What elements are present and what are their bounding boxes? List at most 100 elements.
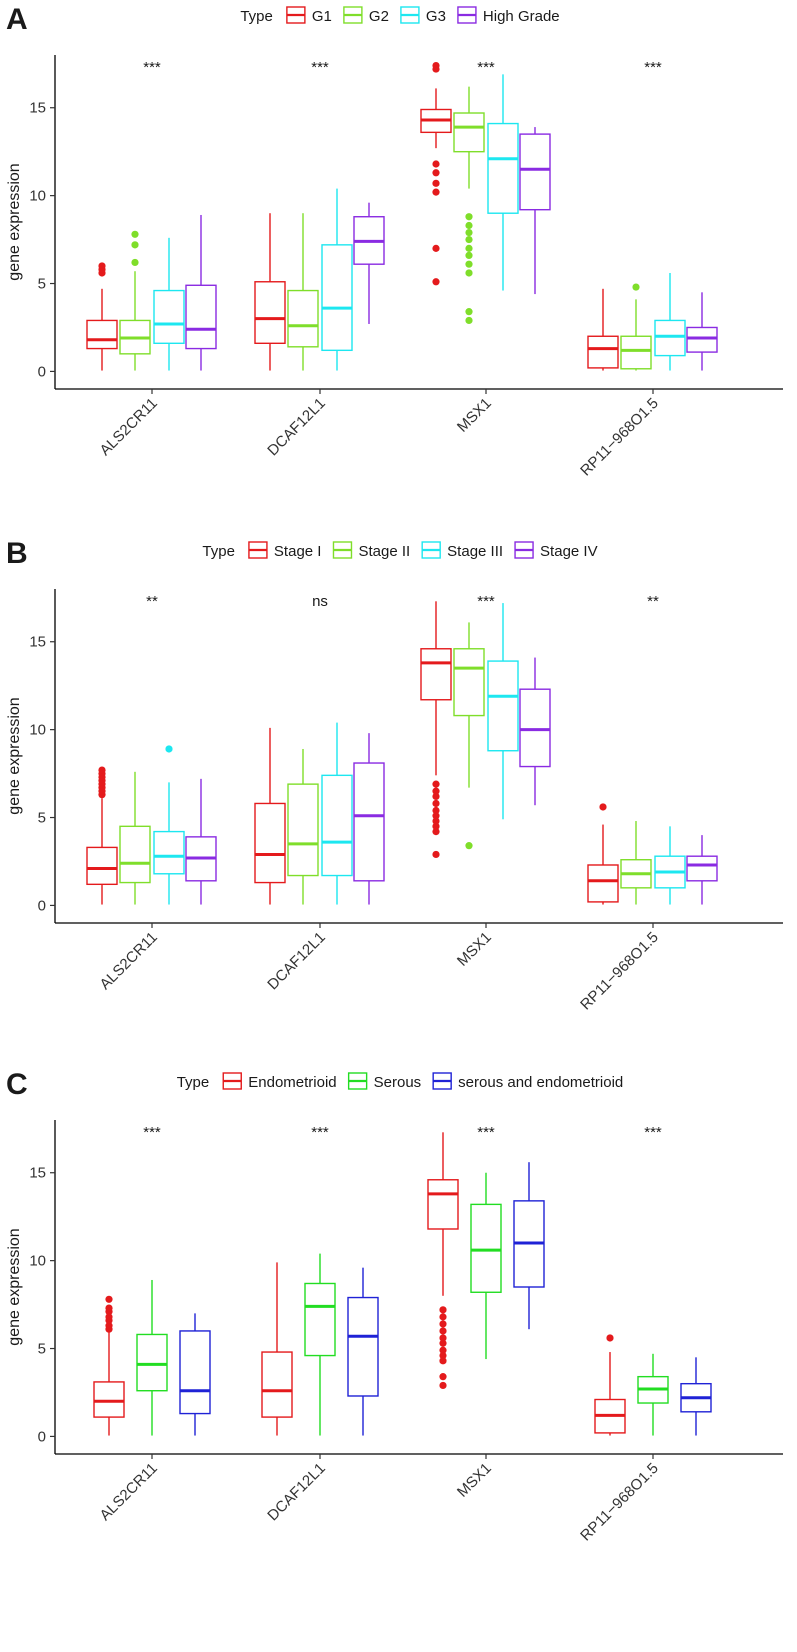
legend-item: Stage I (248, 541, 321, 560)
outlier-point (432, 817, 440, 825)
box-body (304, 1282, 336, 1357)
outlier-point (105, 1295, 113, 1303)
box (513, 1162, 545, 1330)
box-body (620, 335, 652, 370)
box-body (136, 1333, 168, 1392)
box (304, 1253, 336, 1436)
significance-label: *** (477, 593, 495, 610)
panel-label: B (6, 537, 28, 570)
significance-label: *** (644, 1124, 662, 1141)
box (93, 1295, 125, 1436)
outlier-point (105, 1322, 113, 1330)
outlier-point (439, 1306, 447, 1314)
box (119, 230, 151, 371)
significance-label: *** (477, 1124, 495, 1141)
box-body (427, 1179, 459, 1230)
outlier-point (432, 160, 440, 168)
box (487, 603, 519, 820)
series-group (119, 86, 652, 371)
panel-label: A (6, 3, 28, 36)
box (587, 803, 619, 905)
box (185, 778, 217, 905)
box (136, 1279, 168, 1436)
box-body (86, 846, 118, 886)
y-tick-label: 0 (38, 897, 46, 914)
y-tick-label: 10 (29, 188, 46, 205)
box (353, 733, 385, 905)
box-body (321, 244, 353, 352)
box-body (254, 802, 286, 884)
outlier-point (432, 169, 440, 177)
outlier-point (465, 213, 473, 221)
box-body (587, 864, 619, 903)
series-group (86, 601, 619, 905)
box-body (470, 1203, 502, 1293)
box (686, 835, 718, 905)
legend-item: G3 (400, 6, 446, 25)
legend-label: G3 (426, 8, 446, 25)
legend-title: Type (240, 8, 273, 25)
box-body (261, 1351, 293, 1418)
y-tick-label: 5 (38, 810, 46, 827)
box (321, 722, 353, 905)
box-body (453, 648, 485, 717)
outlier-point (439, 1351, 447, 1360)
box (119, 771, 151, 905)
box-body (93, 1381, 125, 1418)
legend: Type G1 G2 G3 High Grade (240, 6, 560, 25)
y-axis-title: gene expression (6, 1228, 23, 1345)
box-body (287, 289, 319, 348)
box (254, 727, 286, 905)
outlier-point (131, 230, 139, 238)
outlier-point (432, 278, 440, 286)
box (654, 272, 686, 371)
box-body (86, 319, 118, 350)
significance-label: *** (477, 59, 495, 76)
significance-label: ** (146, 593, 158, 610)
legend-label: Stage III (447, 543, 503, 560)
legend-item: Stage IV (514, 541, 598, 560)
box (519, 127, 551, 295)
series-group (119, 622, 652, 905)
box (594, 1334, 626, 1436)
box-body (287, 783, 319, 877)
outlier-point (439, 1334, 447, 1342)
outlier-point (439, 1327, 447, 1335)
legend-label: serous and endometrioid (458, 1074, 623, 1091)
box (453, 86, 485, 325)
box (179, 1313, 211, 1436)
box (427, 1132, 459, 1390)
series-group (179, 1162, 712, 1436)
outlier-point (432, 850, 440, 859)
box (519, 657, 551, 806)
outlier-point (432, 244, 440, 252)
outlier-point (465, 221, 473, 230)
panel-label: C (6, 1068, 28, 1101)
legend: Type Endometrioid Serous serous and endomet… (177, 1072, 623, 1091)
y-axis-title: gene expression (6, 163, 23, 280)
outlier-point (165, 745, 173, 753)
box-body (453, 112, 485, 153)
box-body (487, 660, 519, 752)
significance-label: *** (143, 1124, 161, 1141)
significance-label: *** (644, 59, 662, 76)
box-body (153, 830, 185, 875)
outlier-point (432, 780, 440, 788)
series-group (86, 61, 619, 371)
legend-label: Stage IV (540, 543, 598, 560)
box (680, 1357, 712, 1436)
y-tick-label: 5 (38, 1341, 46, 1358)
legend-item: Stage III (421, 541, 503, 560)
significance-label: ** (647, 593, 659, 610)
outlier-point (465, 260, 473, 268)
box (185, 214, 217, 371)
legend-item: G2 (343, 6, 389, 25)
box-body (519, 133, 551, 211)
box-body (654, 319, 686, 357)
series-group (185, 657, 718, 905)
legend-label: Serous (374, 1074, 422, 1091)
outlier-point (105, 1313, 113, 1321)
outlier-point (432, 792, 440, 801)
box (86, 766, 118, 905)
box (487, 74, 519, 291)
